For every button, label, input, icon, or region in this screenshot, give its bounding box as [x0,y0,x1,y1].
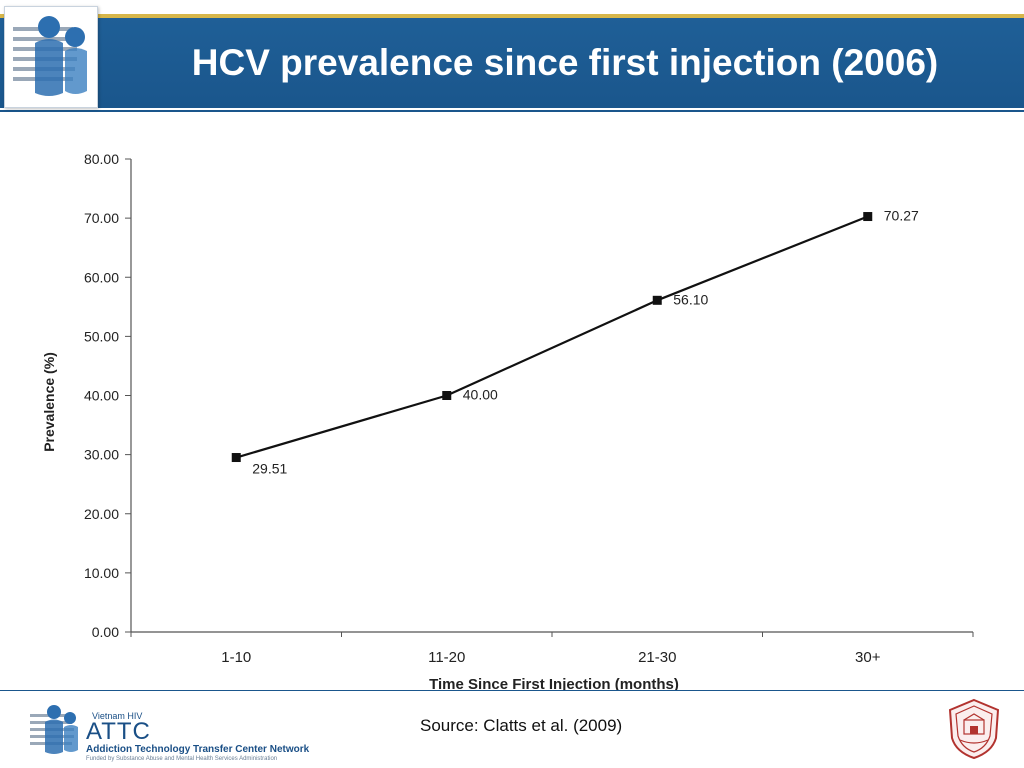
header-rule [0,110,1024,112]
y-tick-label: 50.00 [84,328,119,344]
x-tick-label: 11-20 [428,649,465,666]
y-tick-label: 0.00 [92,624,119,640]
data-label: 56.10 [673,291,708,307]
slide-title: HCV prevalence since first injection (20… [191,42,939,83]
series-prevalence: 29.51 40.00 56.10 70.27 [231,208,919,477]
y-tick-label: 20.00 [84,506,119,522]
header-gold-stripe [0,14,1024,18]
x-tick-label: 1-10 [221,649,251,666]
x-axis-label: Time Since First Injection (months) [429,676,679,690]
y-axis: 0.00 10.00 20.00 30.00 40.00 50.00 60.00 70.00 8… [84,151,132,640]
attc-logo-icon [30,705,78,754]
x-tick-label: 21-30 [638,649,676,666]
attc-network: Addiction Technology Transfer Center Net… [86,744,310,755]
data-label: 70.27 [884,208,919,224]
attc-name: ATTC [86,718,151,745]
header-band [0,18,1024,108]
source-citation: Source: Clatts et al. (2009) [420,716,623,735]
attc-top-label: Vietnam HIV [92,711,143,721]
slide-header: HCV prevalence since first injection (20… [0,0,1024,118]
data-label: 29.51 [252,461,287,477]
x-tick-label: 30+ [855,649,881,666]
people-logo-icon [4,6,98,108]
y-tick-label: 70.00 [84,210,119,226]
y-tick-label: 30.00 [84,447,119,463]
series-line [235,215,869,459]
data-point [231,453,241,463]
data-point [652,295,662,305]
y-axis-label: Prevalence (%) [41,352,57,452]
data-point [442,391,452,400]
x-axis: 1-10 11-20 21-30 30+ [130,631,974,666]
attc-funded: Funded by Substance Abuse and Mental Hea… [86,756,278,762]
footer-rule [0,690,1024,691]
y-tick-label: 40.00 [84,388,119,404]
line-chart: 0.00 10.00 20.00 30.00 40.00 50.00 60.00 70.00 8… [41,151,974,690]
y-tick-label: 80.00 [84,151,119,167]
y-tick-label: 10.00 [84,565,119,581]
y-tick-label: 60.00 [84,269,119,285]
data-point [863,212,873,222]
data-label: 40.00 [463,387,498,403]
university-seal-icon [948,698,1000,760]
